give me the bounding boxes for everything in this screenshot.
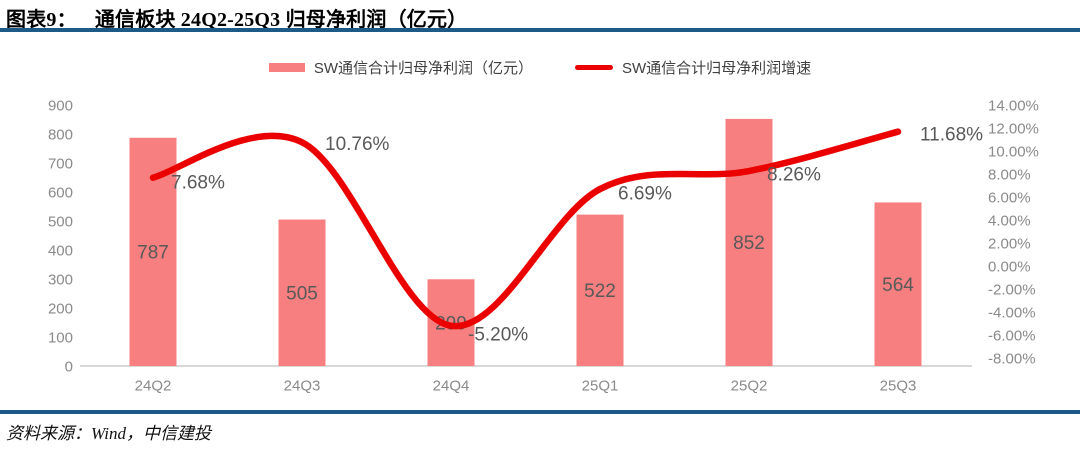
legend: SW通信合计归母净利润（亿元） SW通信合计归母净利润增速 <box>0 56 1080 78</box>
x-axis-label-25Q3: 25Q3 <box>880 377 917 394</box>
legend-line-label: SW通信合计归母净利润增速 <box>622 59 812 77</box>
y-axis-right-tick: 4.00% <box>988 212 1031 229</box>
y-axis-left-tick: 600 <box>48 184 73 201</box>
legend-bar-label: SW通信合计归母净利润（亿元） <box>313 59 533 77</box>
y-axis-right-tick: -6.00% <box>988 327 1036 344</box>
y-axis-left-tick: 900 <box>48 97 73 114</box>
y-axis-right-tick: 14.00% <box>988 97 1039 114</box>
bar-swatch-icon <box>268 62 305 72</box>
y-axis-right-tick: 6.00% <box>988 189 1031 206</box>
y-axis-left-tick: 200 <box>48 300 73 317</box>
y-axis-right-tick: -8.00% <box>988 350 1036 367</box>
y-axis-right-tick: -2.00% <box>988 281 1036 298</box>
bar-value-label: 505 <box>286 283 318 304</box>
x-axis-label-24Q2: 24Q2 <box>135 377 172 394</box>
legend-item-line-series: SW通信合计归母净利润增速 <box>575 57 811 78</box>
y-axis-right-tick: -4.00% <box>988 304 1036 321</box>
y-axis-right-tick: 8.00% <box>988 166 1031 183</box>
y-axis-right-tick: 2.00% <box>988 235 1031 252</box>
y-axis-left-tick: 100 <box>48 329 73 346</box>
top-divider <box>0 28 1080 32</box>
x-axis-label-25Q2: 25Q2 <box>731 377 768 394</box>
x-axis-label-24Q3: 24Q3 <box>284 377 321 394</box>
line-swatch-icon <box>575 64 613 70</box>
line-point-label: 8.26% <box>767 165 821 186</box>
line-point-label: 7.68% <box>171 172 225 193</box>
y-axis-left-tick: 800 <box>48 126 73 143</box>
bottom-divider <box>0 410 1080 414</box>
bar-value-label: 564 <box>882 275 914 296</box>
y-axis-left-tick: 0 <box>65 358 73 375</box>
y-axis-right-tick: 10.00% <box>988 143 1039 160</box>
growth-trend-line <box>149 128 902 330</box>
chart-title: 图表9： 通信板块 24Q2-25Q3 归母净利润（亿元） <box>6 3 467 32</box>
line-point-label: 11.68% <box>920 124 983 145</box>
y-axis-left-tick: 300 <box>48 271 73 288</box>
y-axis-right-tick: 12.00% <box>988 120 1039 137</box>
figure-title-text: 通信板块 24Q2-25Q3 归母净利润（亿元） <box>94 9 468 31</box>
bar-24Q3 <box>278 219 326 366</box>
bar-25Q3 <box>874 202 922 366</box>
bar-value-label: 787 <box>137 243 169 264</box>
source-note: 资料来源：Wind，中信建投 <box>6 424 211 443</box>
legend-item-bar-series: SW通信合计归母净利润（亿元） <box>268 57 533 78</box>
y-axis-left-tick: 500 <box>48 213 73 230</box>
line-point-label: 10.76% <box>325 134 390 155</box>
line-point-label: 6.69% <box>618 184 672 205</box>
bar-25Q2 <box>725 118 773 366</box>
x-axis-label-25Q1: 25Q1 <box>582 377 619 394</box>
x-axis-label-24Q4: 24Q4 <box>433 377 470 394</box>
chart-canvas: 900 800 700 600 500 400 300 200 100 0 14.00% 12.00%… <box>48 97 1039 394</box>
bar-value-label: 522 <box>584 281 616 302</box>
bar-value-label: 852 <box>733 233 765 254</box>
figure-number-label: 图表9： <box>6 9 77 31</box>
line-point-label: -5.20% <box>468 324 528 345</box>
y-axis-left-tick: 400 <box>48 242 73 259</box>
y-axis-left-tick: 700 <box>48 155 73 172</box>
bar-25Q1 <box>576 214 624 366</box>
y-axis-right-tick: 0.00% <box>988 258 1031 275</box>
